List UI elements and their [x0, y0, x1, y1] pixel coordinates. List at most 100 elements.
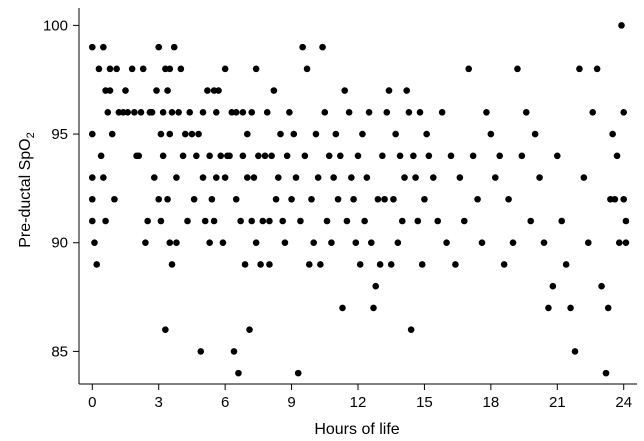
- data-point: [217, 152, 225, 160]
- y-tick-label: 100: [43, 17, 68, 34]
- data-point: [155, 195, 163, 203]
- data-point: [330, 174, 337, 181]
- data-point: [108, 130, 116, 138]
- data-point: [243, 130, 251, 138]
- data-point: [356, 261, 364, 268]
- data-point: [170, 43, 178, 51]
- data-point: [197, 348, 205, 355]
- data-point: [95, 65, 103, 73]
- data-point: [215, 87, 222, 94]
- data-point: [558, 217, 566, 225]
- data-point: [263, 109, 271, 116]
- data-point: [88, 174, 96, 181]
- data-point: [609, 130, 616, 138]
- data-point: [323, 217, 331, 225]
- data-point: [250, 174, 258, 181]
- data-point: [181, 130, 189, 138]
- data-point: [593, 65, 601, 73]
- data-point: [212, 174, 220, 181]
- data-point: [567, 304, 574, 312]
- data-point: [549, 282, 557, 290]
- data-point: [208, 195, 216, 203]
- data-point: [491, 174, 499, 181]
- data-point: [301, 152, 309, 160]
- data-point: [157, 217, 165, 225]
- data-point: [239, 109, 247, 116]
- data-point: [168, 109, 176, 116]
- data-point: [421, 195, 428, 203]
- data-point: [425, 152, 433, 160]
- data-point: [162, 326, 169, 333]
- data-point: [354, 152, 362, 160]
- data-point: [359, 130, 366, 138]
- x-tick-label: 24: [615, 394, 632, 411]
- data-point: [429, 174, 437, 181]
- data-point: [190, 195, 198, 203]
- data-point: [153, 87, 160, 94]
- data-point: [615, 239, 623, 247]
- data-point: [255, 152, 262, 160]
- data-point: [553, 152, 561, 160]
- data-point: [113, 65, 120, 73]
- data-point: [414, 217, 422, 225]
- data-point: [266, 261, 273, 268]
- y-tick-label: 95: [51, 126, 68, 143]
- data-point: [434, 217, 442, 225]
- data-point: [319, 43, 326, 51]
- data-point: [281, 239, 289, 247]
- y-axis: 85 90 95 100: [43, 8, 80, 384]
- data-point: [155, 43, 163, 51]
- data-point: [88, 130, 96, 138]
- data-point: [423, 130, 430, 138]
- data-point: [325, 152, 333, 160]
- data-point: [135, 152, 143, 160]
- data-point: [314, 174, 322, 181]
- x-tick-label: 6: [221, 394, 229, 411]
- x-tick-label: 18: [483, 394, 500, 411]
- data-point: [219, 239, 227, 247]
- data-point: [509, 239, 517, 247]
- data-point: [416, 109, 424, 116]
- data-point: [148, 109, 156, 116]
- data-point: [235, 369, 242, 377]
- x-tick-label: 9: [287, 394, 295, 411]
- data-point: [456, 174, 464, 181]
- data-point: [505, 195, 512, 203]
- data-point: [576, 65, 583, 73]
- data-point: [299, 43, 306, 51]
- x-tick-label: 12: [350, 394, 367, 411]
- data-point: [308, 195, 315, 203]
- data-point: [246, 326, 253, 333]
- data-point: [622, 217, 630, 225]
- data-point: [460, 217, 468, 225]
- data-point: [288, 195, 295, 203]
- data-point: [204, 87, 211, 94]
- data-point: [294, 369, 302, 377]
- data-point: [168, 261, 176, 268]
- data-point: [518, 152, 526, 160]
- data-point: [452, 261, 459, 268]
- data-point: [297, 217, 304, 225]
- data-point: [277, 130, 284, 138]
- data-point: [91, 239, 98, 247]
- y-axis-title-main: Pre-ductal SpO: [17, 138, 34, 247]
- data-point: [620, 195, 628, 203]
- data-point: [328, 239, 335, 247]
- data-point: [496, 152, 504, 160]
- data-point: [268, 152, 275, 160]
- data-point: [562, 261, 570, 268]
- data-point: [483, 109, 490, 116]
- data-point: [571, 348, 579, 355]
- data-point: [212, 109, 220, 116]
- data-point: [305, 261, 313, 268]
- x-tick-label: 0: [88, 394, 96, 411]
- data-point: [589, 109, 597, 116]
- data-point: [232, 109, 240, 116]
- data-point: [365, 109, 373, 116]
- data-point: [193, 152, 200, 160]
- data-point: [620, 109, 628, 116]
- data-point: [164, 195, 171, 203]
- data-point: [343, 217, 351, 225]
- data-point: [527, 217, 535, 225]
